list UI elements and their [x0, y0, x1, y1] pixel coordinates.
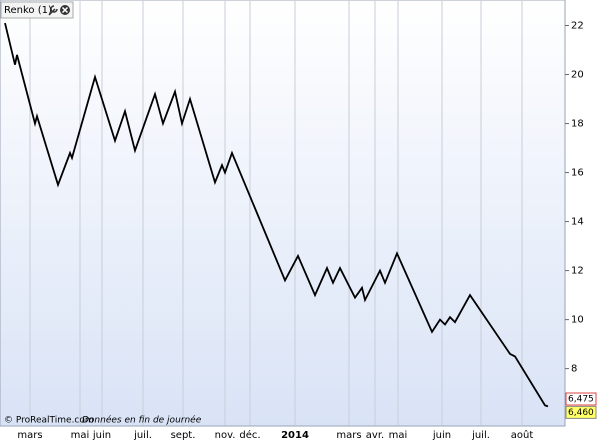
source: © ProRealTime.com: [4, 416, 94, 426]
x-tick-label: juil.: [133, 430, 152, 441]
x-tick-label: avr.: [366, 430, 384, 441]
y-tick-label: 10: [571, 315, 584, 326]
header: Renko (1): [0, 1, 74, 19]
y-tick-label: 20: [571, 70, 584, 81]
x-tick-label: déc.: [239, 429, 260, 441]
x-tick-label: août: [511, 429, 534, 441]
chart-title: Renko (1): [4, 5, 52, 16]
y-tick-label: 18: [571, 119, 584, 130]
x-tick-label: mai: [71, 430, 90, 441]
price-tag: [565, 392, 597, 406]
price-line: [4, 22, 549, 408]
x-tick-label: nov.: [215, 430, 236, 441]
close-icon-cross: [61, 6, 69, 14]
y-tick-label: 12: [571, 266, 584, 277]
price-tag-label: 6,475: [568, 395, 594, 405]
price-tag-label: 6,460: [568, 408, 594, 418]
y-tick-label: 14: [571, 217, 584, 228]
x-tick-label: mars: [336, 430, 361, 441]
header-box: [0, 1, 74, 19]
plot-background: [0, 0, 565, 426]
y-tick-label: 22: [571, 21, 584, 32]
x-tick-label: mai: [389, 430, 408, 441]
plot-frame: [0, 0, 566, 427]
x-tick-label: juin: [92, 430, 111, 441]
y-tick-label: 16: [571, 168, 584, 179]
note: Données en fin de journée: [82, 415, 202, 426]
x-tick-label: 2014: [281, 430, 309, 441]
price-tag: [565, 405, 597, 419]
x-tick-label: juil.: [471, 430, 490, 441]
settings-icon[interactable]: [48, 5, 58, 16]
y-tick-label: 8: [571, 364, 577, 375]
x-tick-label: mars: [17, 430, 42, 441]
x-tick-label: juin: [432, 430, 451, 441]
x-tick-label: sept.: [171, 430, 196, 441]
